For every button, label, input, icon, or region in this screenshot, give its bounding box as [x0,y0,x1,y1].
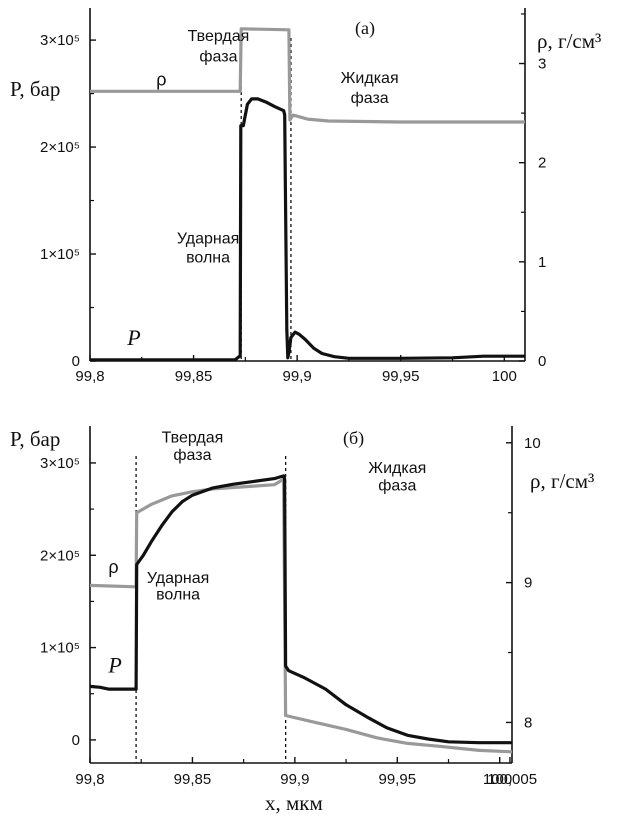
panel-a-label: (а) [355,18,375,39]
y-right-tick-label: 0 [538,353,546,370]
x-tick-label: 99,9 [280,771,309,788]
series-label-density: ρ [156,69,166,89]
panel-a-right-axis-label: ρ, г/см³ [537,29,601,53]
x-tick-label: 99,85 [174,771,212,788]
series-line-pressure [89,474,512,745]
series-line-density [89,477,513,754]
annotation-text: фаза [173,447,211,464]
annotation-text: волна [156,587,200,604]
x-tick-label: 99,8 [75,771,104,788]
annotation-text: фаза [378,478,416,495]
y-left-tick-label: 0 [72,732,80,749]
y-left-tick-label: 2×10⁵ [40,139,80,156]
series-line-pressure [90,97,525,362]
annotation-text: волна [186,250,230,267]
x-tick-label: 99,95 [382,368,420,385]
y-left-tick-label: 3×10⁵ [40,32,80,49]
series-label-density: ρ [108,557,118,577]
y-left-tick-label: 3×10⁵ [40,455,80,472]
panel-b-label: (б) [343,428,364,449]
y-right-tick-label: 9 [524,575,532,592]
annotation-text: Жидкая [368,460,426,477]
annotation-text: Твердая [188,28,250,45]
panel-b-left-axis-label: P, бар [10,427,60,451]
x-tick-label: 100,005 [483,771,537,788]
y-left-tick-label: 0 [72,353,80,370]
panel-b-right-axis-label: ρ, г/см³ [530,469,594,493]
annotation-text: Жидкая [341,70,399,87]
series-line-density [90,27,525,124]
x-tick-label: 99,9 [283,368,312,385]
panel-b-x-axis-label: x, мкм [265,791,323,815]
series-label-pressure: P [126,325,140,350]
y-left-tick-label: 2×10⁵ [40,547,80,564]
annotation-text: фаза [351,90,389,107]
annotation-text: Ударная [147,570,209,587]
x-tick-label: 100 [492,368,517,385]
series-label-pressure: P [107,653,121,678]
x-tick-label: 99,95 [379,771,417,788]
x-tick-label: 100 [487,771,512,788]
annotation-text: Твердая [162,430,224,447]
y-right-tick-label: 1 [538,254,546,271]
x-tick-label: 99,8 [75,368,104,385]
panel-a-left-axis-label: P, бар [10,77,60,101]
y-right-tick-label: 2 [538,155,546,172]
annotation-text: фаза [199,48,237,65]
y-left-tick-label: 1×10⁵ [40,640,80,657]
y-left-tick-label: 1×10⁵ [40,246,80,263]
y-right-tick-label: 3 [538,56,546,73]
panel-a: ρ P 99,8 99,85 99,9 99,95 100 0 1×10⁵ 2×10⁵ 3×10… [10,8,601,385]
y-right-tick-label: 8 [524,714,532,731]
y-right-tick-label: 10 [524,435,541,452]
x-tick-label: 99,85 [175,368,213,385]
annotation-text: Ударная [177,230,239,247]
